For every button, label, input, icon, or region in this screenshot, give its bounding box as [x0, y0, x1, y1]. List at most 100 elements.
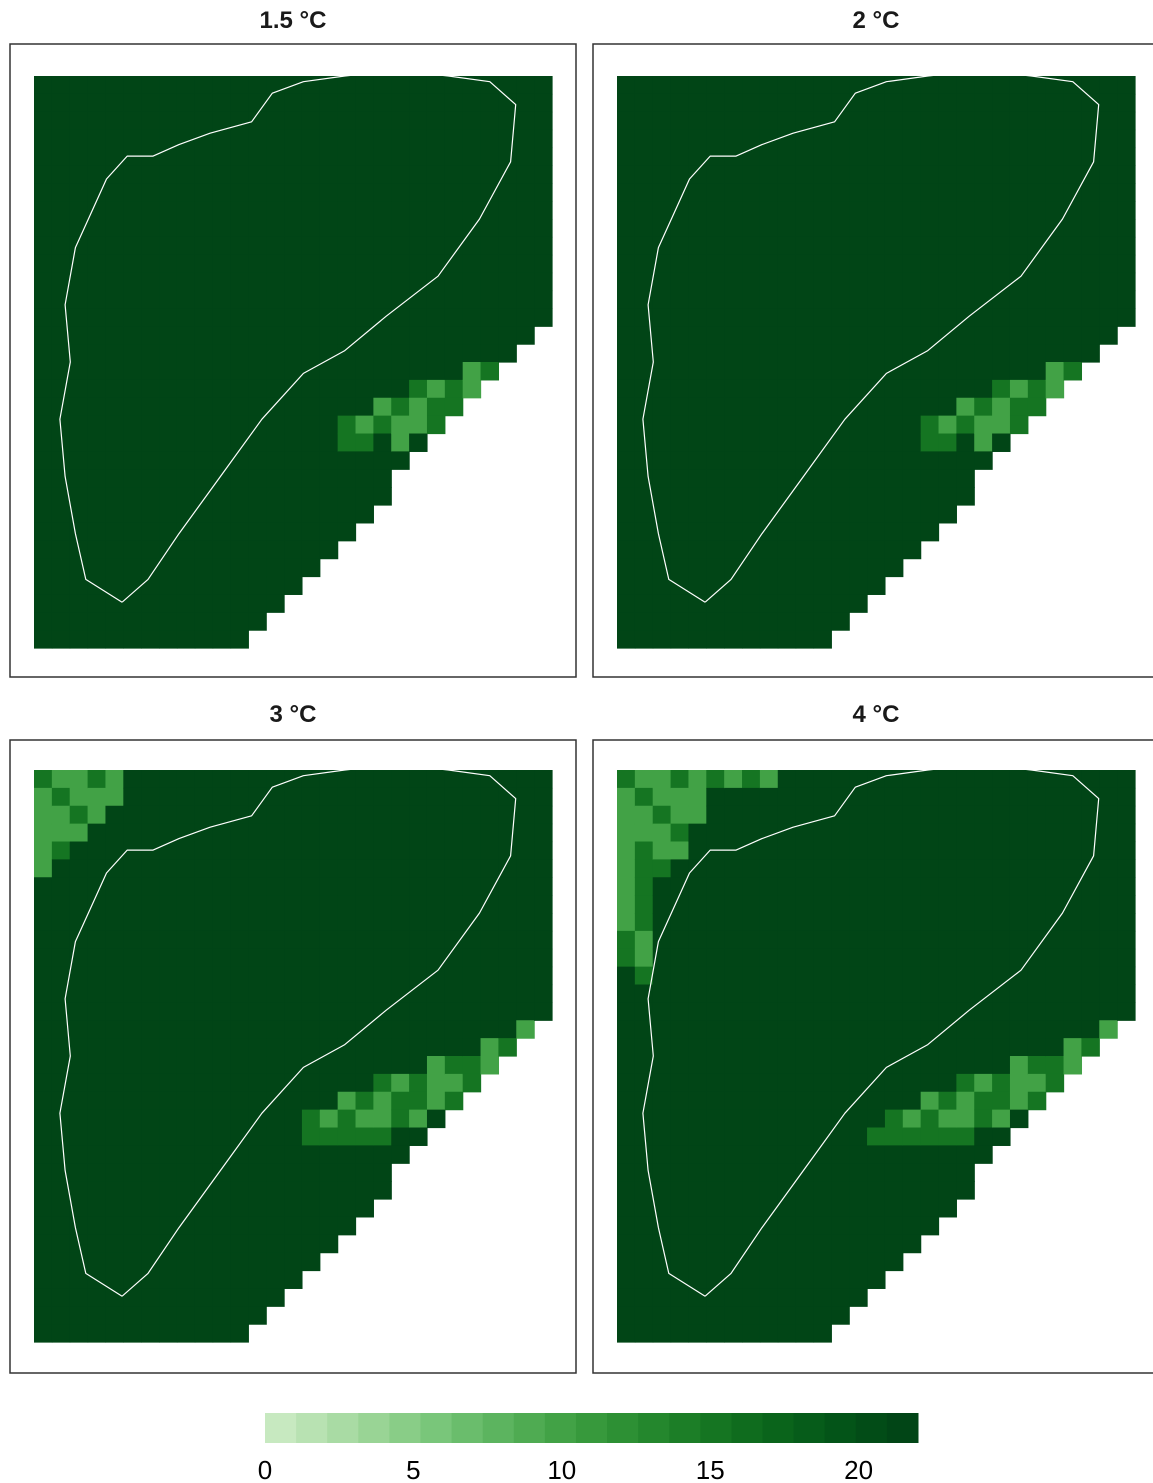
grid-cell — [176, 948, 196, 968]
grid-cell — [724, 326, 743, 345]
grid-cell — [141, 770, 160, 789]
grid-cell — [230, 308, 249, 327]
grid-cell — [1063, 236, 1083, 256]
grid-cell — [1117, 219, 1136, 238]
grid-cell — [426, 841, 446, 860]
grid-cell — [777, 1234, 797, 1254]
grid-cell — [831, 1252, 850, 1272]
grid-cell — [1081, 111, 1100, 131]
grid-cell — [373, 895, 392, 914]
grid-cell — [51, 594, 71, 613]
grid-cell — [759, 1306, 779, 1325]
grid-cell — [938, 505, 957, 524]
grid-cell — [51, 913, 71, 932]
panel-title: 1.5 °C — [260, 7, 327, 34]
grid-cell — [426, 272, 446, 292]
grid-cell — [391, 1002, 410, 1021]
grid-cell — [777, 984, 797, 1003]
grid-cell — [867, 201, 886, 220]
grid-cell — [974, 236, 993, 256]
grid-cell — [230, 1288, 249, 1307]
grid-cell — [159, 1163, 178, 1182]
grid-cell — [1099, 984, 1118, 1003]
grid-cell — [1117, 272, 1136, 292]
grid-cell — [69, 254, 89, 274]
grid-cell — [1027, 895, 1047, 914]
grid-cell — [373, 1109, 392, 1129]
grid-cell — [849, 397, 868, 417]
grid-cell — [337, 770, 357, 789]
grid-cell — [391, 948, 410, 968]
grid-cell — [688, 984, 707, 1003]
grid-cell — [759, 290, 779, 309]
grid-cell — [141, 487, 160, 506]
grid-cell — [956, 859, 975, 878]
grid-cell — [444, 1020, 464, 1039]
grid-cell — [516, 770, 535, 789]
grid-cell — [69, 76, 89, 95]
grid-cell — [284, 111, 303, 131]
grid-cell — [123, 326, 142, 345]
grid-cell — [617, 433, 636, 452]
grid-cell — [742, 1163, 761, 1182]
grid-cell — [69, 362, 89, 381]
grid-cell — [230, 433, 249, 452]
grid-cell — [956, 1056, 975, 1075]
grid-cell — [867, 505, 886, 524]
grid-cell — [123, 522, 142, 542]
grid-cell — [724, 254, 743, 274]
grid-cell — [1027, 397, 1047, 417]
grid-cell — [652, 1002, 672, 1021]
grid-cell — [34, 397, 53, 417]
grid-cell — [409, 823, 428, 843]
grid-cell — [1027, 379, 1047, 399]
grid-cell — [230, 1145, 249, 1164]
grid-cell — [319, 433, 339, 452]
grid-cell — [69, 770, 89, 789]
grid-cell — [248, 326, 267, 345]
grid-cell — [813, 254, 832, 274]
grid-cell — [212, 859, 232, 878]
grid-cell — [212, 1199, 232, 1218]
grid-cell — [813, 984, 832, 1003]
grid-cell — [831, 1127, 850, 1146]
grid-cell — [1009, 770, 1029, 789]
grid-cell — [212, 76, 232, 95]
grid-cell — [652, 594, 672, 613]
grid-cell — [444, 877, 464, 896]
grid-cell — [51, 433, 71, 452]
grid-cell — [212, 344, 232, 363]
grid-cell — [1027, 984, 1047, 1003]
grid-cell — [759, 451, 779, 470]
grid-cell — [652, 326, 672, 345]
grid-cell — [742, 308, 761, 327]
grid-cell — [391, 76, 410, 95]
grid-cell — [51, 1252, 71, 1272]
grid-cell — [795, 805, 815, 825]
grid-cell — [194, 469, 214, 488]
grid-cell — [230, 201, 249, 220]
grid-cell — [355, 433, 374, 452]
grid-cell — [176, 558, 196, 578]
grid-cell — [1009, 984, 1029, 1003]
grid-cell — [301, 165, 321, 184]
grid-cell — [974, 770, 993, 789]
grid-cell — [670, 1038, 690, 1057]
grid-cell — [795, 1163, 815, 1182]
grid-cell — [795, 219, 815, 238]
grid-cell — [813, 93, 832, 113]
grid-cell — [123, 1270, 142, 1289]
grid-cell — [230, 1270, 249, 1289]
grid-cell — [266, 129, 285, 149]
grid-cell — [69, 201, 89, 220]
grid-cell — [105, 859, 124, 878]
grid-cell — [123, 1288, 142, 1307]
grid-cell — [1063, 272, 1083, 292]
grid-cell — [956, 877, 975, 896]
grid-cell — [159, 111, 178, 131]
grid-cell — [867, 487, 886, 506]
grid-cell — [141, 147, 160, 166]
grid-cell — [884, 540, 904, 560]
grid-cell — [426, 344, 446, 363]
grid-cell — [355, 344, 374, 363]
